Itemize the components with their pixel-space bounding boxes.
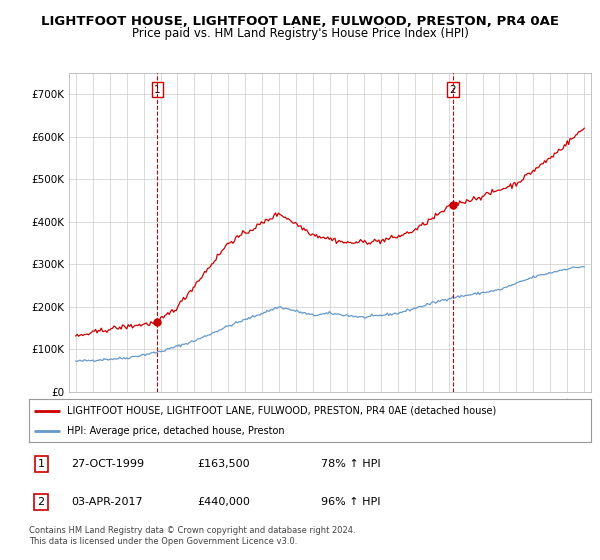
Text: £163,500: £163,500 — [197, 459, 250, 469]
Text: 1: 1 — [154, 85, 161, 95]
Text: 78% ↑ HPI: 78% ↑ HPI — [321, 459, 381, 469]
Text: Price paid vs. HM Land Registry's House Price Index (HPI): Price paid vs. HM Land Registry's House … — [131, 27, 469, 40]
Text: LIGHTFOOT HOUSE, LIGHTFOOT LANE, FULWOOD, PRESTON, PR4 0AE (detached house): LIGHTFOOT HOUSE, LIGHTFOOT LANE, FULWOOD… — [67, 405, 496, 416]
Text: 2: 2 — [38, 497, 45, 507]
Text: 27-OCT-1999: 27-OCT-1999 — [71, 459, 144, 469]
Text: 1: 1 — [38, 459, 44, 469]
Text: LIGHTFOOT HOUSE, LIGHTFOOT LANE, FULWOOD, PRESTON, PR4 0AE: LIGHTFOOT HOUSE, LIGHTFOOT LANE, FULWOOD… — [41, 15, 559, 28]
Text: £440,000: £440,000 — [197, 497, 250, 507]
Text: 03-APR-2017: 03-APR-2017 — [71, 497, 143, 507]
Text: Contains HM Land Registry data © Crown copyright and database right 2024.
This d: Contains HM Land Registry data © Crown c… — [29, 526, 355, 546]
Text: 2: 2 — [449, 85, 456, 95]
Text: 96% ↑ HPI: 96% ↑ HPI — [321, 497, 380, 507]
Text: HPI: Average price, detached house, Preston: HPI: Average price, detached house, Pres… — [67, 427, 284, 436]
